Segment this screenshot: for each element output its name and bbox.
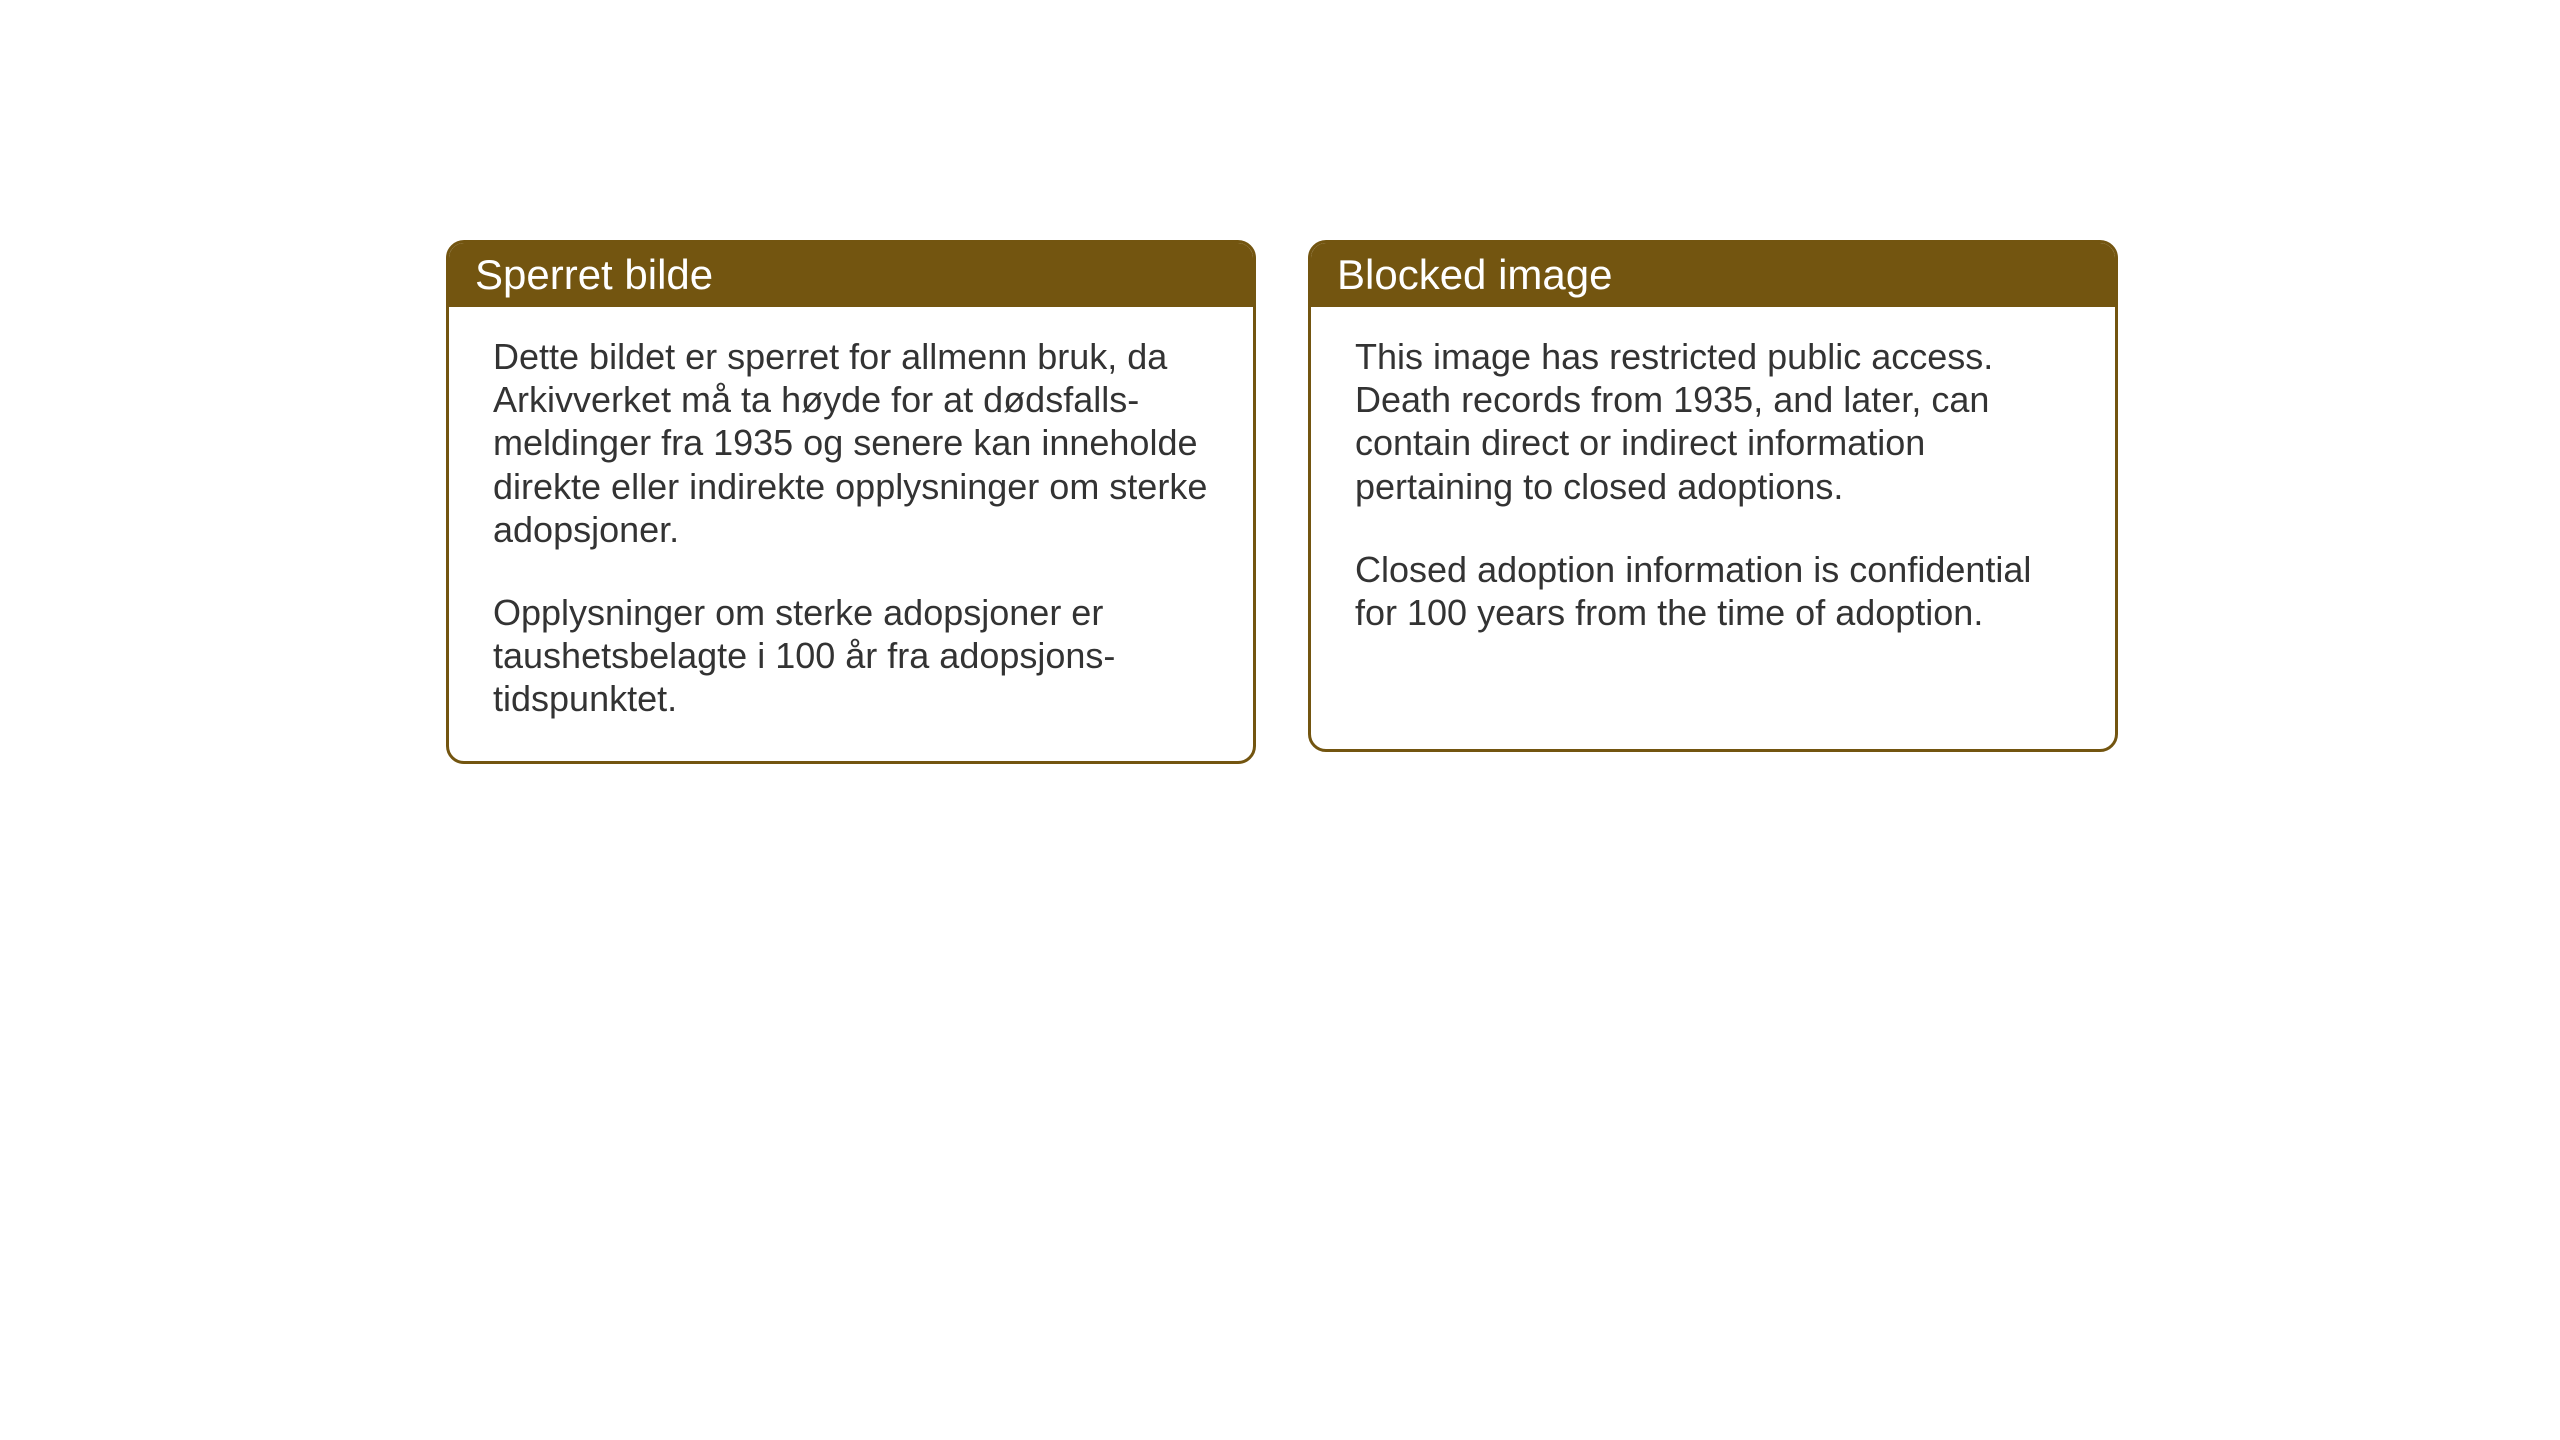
card-paragraph-2-norwegian: Opplysninger om sterke adopsjoner er tau… xyxy=(493,591,1209,721)
card-header-norwegian: Sperret bilde xyxy=(449,243,1253,307)
notice-cards-container: Sperret bilde Dette bildet er sperret fo… xyxy=(446,240,2118,764)
card-paragraph-1-norwegian: Dette bildet er sperret for allmenn bruk… xyxy=(493,335,1209,551)
card-body-english: This image has restricted public access.… xyxy=(1311,307,2115,674)
card-paragraph-2-english: Closed adoption information is confident… xyxy=(1355,548,2071,634)
blocked-image-card-english: Blocked image This image has restricted … xyxy=(1308,240,2118,752)
card-title-norwegian: Sperret bilde xyxy=(475,251,713,298)
card-title-english: Blocked image xyxy=(1337,251,1612,298)
card-header-english: Blocked image xyxy=(1311,243,2115,307)
card-paragraph-1-english: This image has restricted public access.… xyxy=(1355,335,2071,508)
blocked-image-card-norwegian: Sperret bilde Dette bildet er sperret fo… xyxy=(446,240,1256,764)
card-body-norwegian: Dette bildet er sperret for allmenn bruk… xyxy=(449,307,1253,761)
